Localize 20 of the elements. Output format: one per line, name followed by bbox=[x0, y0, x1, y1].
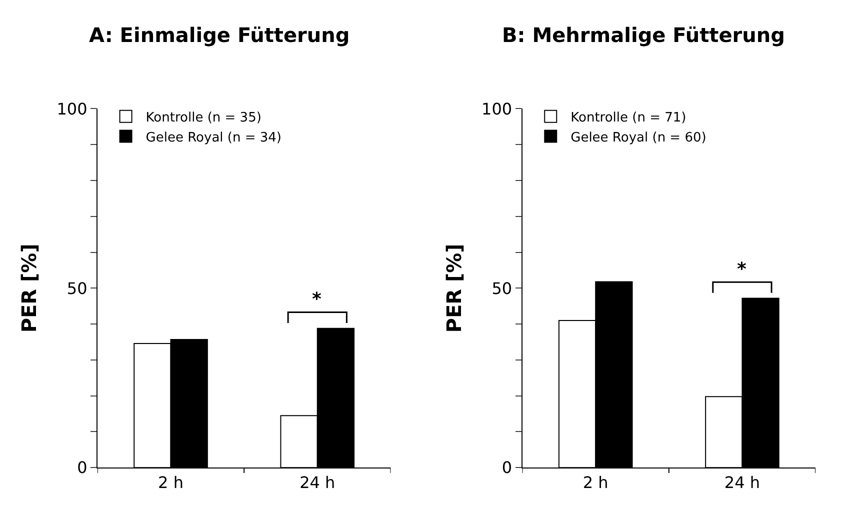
y-tick-label: 50 bbox=[492, 278, 512, 298]
annotation: * bbox=[312, 289, 322, 310]
y-tick-label: 0 bbox=[502, 458, 512, 478]
x-tick-label: 2 h bbox=[158, 472, 184, 492]
y-tick-label: 100 bbox=[482, 99, 512, 118]
x-tick-label: 2 h bbox=[582, 472, 608, 492]
x-tick-label: 24 h bbox=[300, 472, 336, 492]
y-axis-title: PER [%] bbox=[17, 244, 42, 333]
x-tick-label: 24 h bbox=[724, 472, 760, 492]
y-axis-title: PER [%] bbox=[442, 244, 466, 333]
chart-title: B: Mehrmalige Fütterung bbox=[502, 23, 785, 47]
y-tick-label: 50 bbox=[66, 278, 88, 298]
legend-label: Gelee Royal (n = 34) bbox=[146, 130, 282, 146]
legend-label: Gelee Royal (n = 60) bbox=[570, 130, 706, 146]
legend-label: Kontrolle (n = 71) bbox=[570, 110, 686, 126]
chart-title: A: Einmalige Fütterung bbox=[89, 23, 350, 47]
y-tick-label: 100 bbox=[56, 99, 88, 118]
y-tick-label: 0 bbox=[77, 458, 88, 478]
annotation: * bbox=[737, 259, 747, 280]
legend-label: Kontrolle (n = 35) bbox=[146, 110, 262, 126]
